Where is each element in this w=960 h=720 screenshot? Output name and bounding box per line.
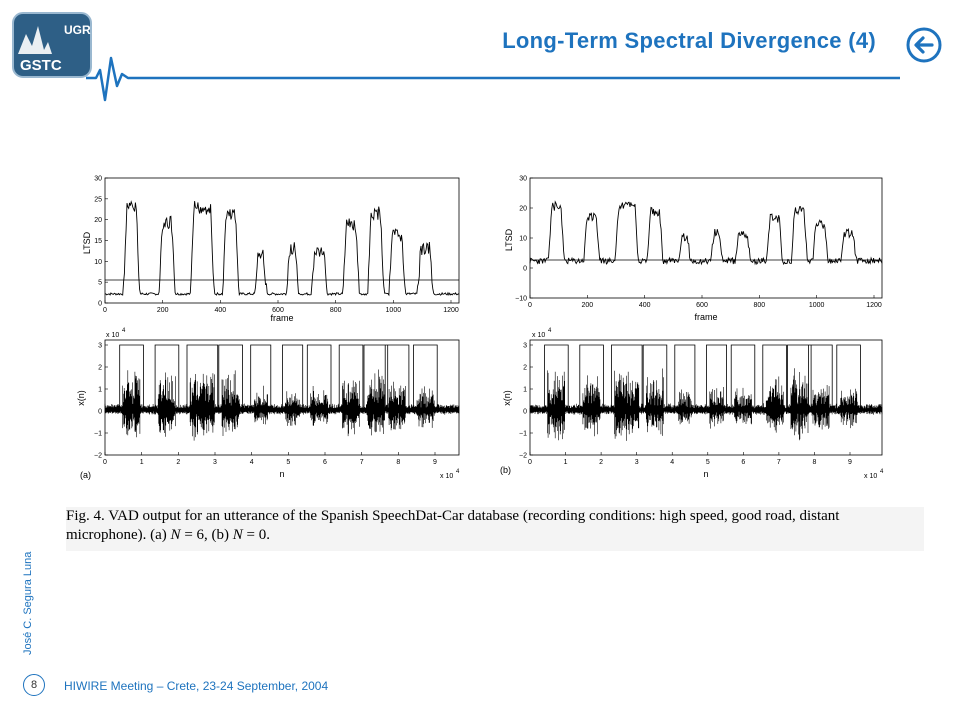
frame-x-tick-label: 0 [528,302,532,309]
frame-axis-label: frame [694,312,717,322]
signal-y-tick-label: 0 [523,409,527,416]
signal-y-tick-label: 0 [98,409,102,416]
n-x-tick-label: 5 [706,459,710,466]
ugr-gstc-logo: UGR GSTC [12,12,92,78]
exponent-label: x 10 [106,332,119,339]
frame-x-tick-label: 0 [103,307,107,314]
n-x-tick-label: 9 [848,459,852,466]
n-x-tick-label: 6 [741,459,745,466]
ltsd-y-tick-label: 0 [523,266,527,273]
exponent-label: x 10 [532,332,545,339]
panel-b-label: (b) [500,465,511,475]
n-x-tick-label: 8 [396,459,400,466]
panel-a-label: (a) [80,470,91,480]
back-arrow-icon[interactable] [905,26,943,64]
exponent-value: 4 [122,328,126,334]
ltsd-y-tick-label: 20 [94,217,102,224]
signal-y-tick-label: 3 [523,343,527,350]
n-axis-label: n [279,469,284,479]
exponent-value: 4 [880,469,884,475]
caption-variable: N [170,527,181,543]
ltsd-axis-label: LTSD [82,231,92,254]
frame-x-tick-label: 800 [330,307,342,314]
n-x-tick-label: 9 [433,459,437,466]
signal-y-tick-label: 1 [98,387,102,394]
signal-y-tick-label: −1 [94,431,102,438]
logo-top-text: UGR [64,23,91,37]
caption-variable: N [232,527,243,543]
frame-axis-label: frame [270,313,293,323]
caption-part: = 6, (b) [180,527,233,543]
logo-bottom-text: GSTC [20,57,62,74]
n-x-tick-label: 0 [528,459,532,466]
n-axis-label: n [703,469,708,479]
panel-b-signal-plot: −2 −1 0 1 2 3 0 1 2 3 4 5 6 7 8 9 x(n) n x 10 4 x 10 4… [500,328,884,480]
signal-y-tick-label: 3 [98,343,102,350]
author-name: José C. Segura Luna [22,551,34,655]
ltsd-y-tick-label: −10 [515,296,527,303]
n-x-tick-label: 4 [250,459,254,466]
signal-axis-label: x(n) [76,390,86,406]
signal-y-tick-label: 1 [523,387,527,394]
frame-x-tick-label: 400 [214,307,226,314]
n-x-tick-label: 0 [103,459,107,466]
exponent-label: x 10 [864,473,877,480]
frame-x-tick-label: 200 [581,302,593,309]
ltsd-y-tick-label: 0 [98,301,102,308]
header-wave-line [86,56,900,102]
figure-caption: Fig. 4. VAD output for an utterance of t… [66,507,924,551]
ltsd-y-tick-label: 15 [94,238,102,245]
slide-title: Long-Term Spectral Divergence (4) [502,28,876,53]
speech-waveform [104,369,460,441]
ltsd-y-tick-label: 20 [519,206,527,213]
exponent-value: 4 [456,469,460,475]
ltsd-axis-label: LTSD [504,228,514,251]
ltsd-y-tick-label: 10 [94,259,102,266]
exponent-label: x 10 [440,473,453,480]
signal-axis-label: x(n) [502,390,512,406]
n-x-tick-label: 2 [176,459,180,466]
frame-x-tick-label: 200 [157,307,169,314]
footer-text: HIWIRE Meeting – Crete, 23-24 September,… [64,679,329,693]
signal-y-tick-label: −2 [519,453,527,460]
n-x-tick-label: 4 [670,459,674,466]
frame-x-tick-label: 600 [696,302,708,309]
frame-x-tick-label: 400 [639,302,651,309]
page-number: 8 [23,674,45,696]
ltsd-y-tick-label: 5 [98,280,102,287]
ltsd-y-tick-label: 10 [519,236,527,243]
frame-x-tick-label: 800 [753,302,765,309]
signal-y-tick-label: −2 [94,453,102,460]
n-x-tick-label: 3 [635,459,639,466]
ltsd-y-tick-label: 30 [94,176,102,183]
frame-x-tick-label: 1200 [866,302,882,309]
n-x-tick-label: 7 [360,459,364,466]
n-x-tick-label: 2 [599,459,603,466]
exponent-value: 4 [548,328,552,334]
n-x-tick-label: 1 [564,459,568,466]
ltsd-y-tick-label: 25 [94,196,102,203]
signal-y-tick-label: 2 [523,365,527,372]
frame-x-tick-label: 600 [272,307,284,314]
frame-x-tick-label: 1200 [443,307,459,314]
n-x-tick-label: 7 [777,459,781,466]
caption-part: = 0. [242,527,270,543]
n-x-tick-label: 8 [812,459,816,466]
signal-y-tick-label: −1 [519,431,527,438]
caption-part: Fig. 4. VAD output for an utterance of t… [66,508,840,543]
ltsd-y-tick-label: 30 [519,176,527,183]
frame-x-tick-label: 1000 [809,302,825,309]
frame-x-tick-label: 1000 [386,307,402,314]
signal-y-tick-label: 2 [98,365,102,372]
n-x-tick-label: 1 [140,459,144,466]
n-x-tick-label: 3 [213,459,217,466]
panel-a-signal-plot: −2 −1 0 1 2 3 0 1 2 3 4 5 6 7 8 9 x(n) n x 10 4 x 10 4… [76,328,460,480]
n-x-tick-label: 6 [323,459,327,466]
n-x-tick-label: 5 [286,459,290,466]
